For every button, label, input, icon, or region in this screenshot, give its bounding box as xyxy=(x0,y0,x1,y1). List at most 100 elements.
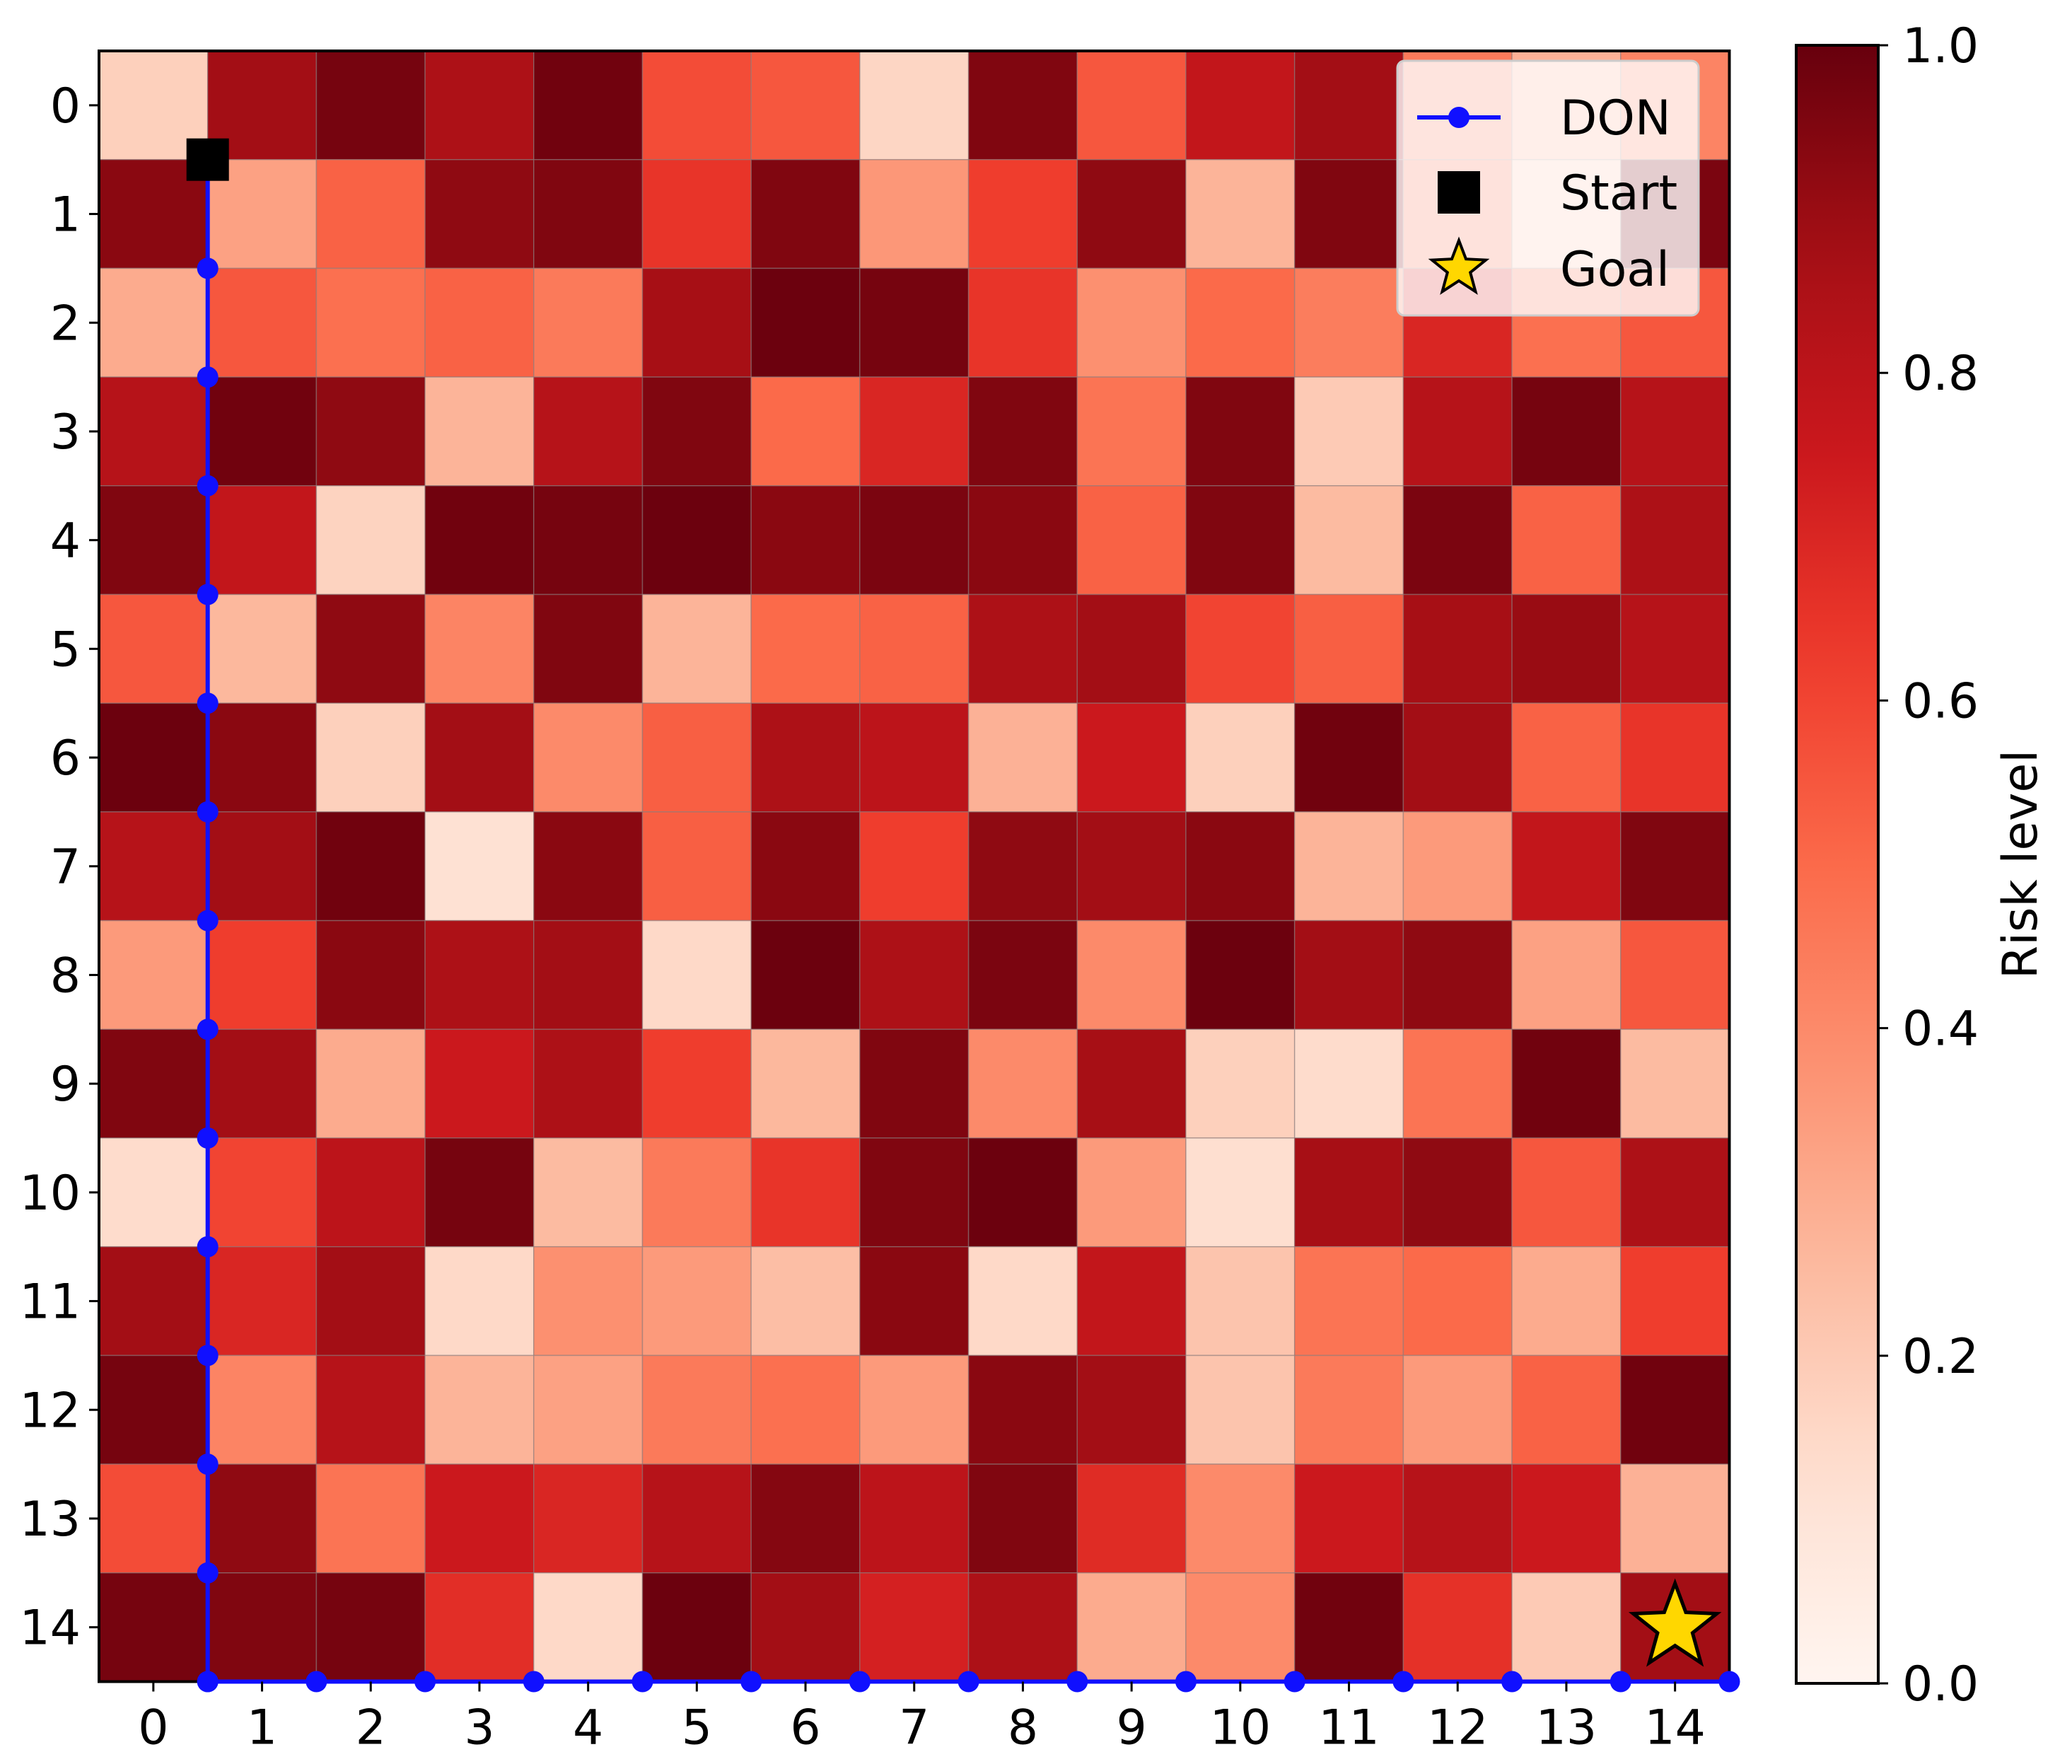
heatmap-cell xyxy=(1402,1354,1513,1465)
x-tick-label: 12 xyxy=(1427,1700,1489,1756)
heatmap-cell xyxy=(641,1137,752,1248)
don-path-point xyxy=(1175,1671,1197,1693)
heatmap-cell xyxy=(1076,485,1187,596)
heatmap-cell xyxy=(1185,1028,1296,1139)
heatmap-cell xyxy=(1293,1572,1404,1683)
heatmap-cell xyxy=(1293,1246,1404,1357)
heatmap-cell xyxy=(315,1572,426,1683)
don-path-point xyxy=(197,1345,219,1366)
heatmap-cell xyxy=(1185,1137,1296,1248)
heatmap-cell xyxy=(1293,702,1404,813)
legend-start-marker xyxy=(1438,171,1480,214)
heatmap-cell xyxy=(750,702,861,813)
heatmap-cell xyxy=(1076,593,1187,704)
heatmap-cell xyxy=(533,1137,644,1248)
heatmap-cell xyxy=(206,376,318,487)
don-path-point xyxy=(958,1671,979,1693)
heatmap-cell xyxy=(315,158,426,269)
y-tick-label: 14 xyxy=(19,1601,81,1656)
x-tick-label: 10 xyxy=(1210,1700,1271,1756)
heatmap-cell xyxy=(206,593,318,704)
heatmap-cell xyxy=(1185,267,1296,378)
heatmap-cell xyxy=(206,811,318,922)
don-path-point xyxy=(197,584,219,605)
heatmap-cell xyxy=(1511,1137,1622,1248)
y-tick-label: 4 xyxy=(50,513,81,569)
heatmap-cell xyxy=(206,485,318,596)
heatmap-cell xyxy=(1076,267,1187,378)
heatmap-cell xyxy=(315,1354,426,1465)
don-path-point xyxy=(1284,1671,1305,1693)
heatmap-cell xyxy=(1185,158,1296,269)
don-path-point xyxy=(197,910,219,932)
heatmap-cell xyxy=(1076,1463,1187,1574)
y-tick-label: 10 xyxy=(19,1166,81,1222)
heatmap-cell xyxy=(1511,1572,1622,1683)
heatmap-cell xyxy=(1620,593,1730,704)
heatmap-cell xyxy=(1620,485,1730,596)
heatmap-cell xyxy=(750,919,861,1031)
heatmap-cell xyxy=(98,1246,209,1357)
heatmap-cell xyxy=(315,811,426,922)
heatmap-cell xyxy=(98,1463,209,1574)
heatmap-cell xyxy=(967,702,1078,813)
heatmap-cell xyxy=(424,1137,535,1248)
heatmap-cell xyxy=(533,811,644,922)
heatmap-cell xyxy=(1293,267,1404,378)
don-path-point xyxy=(1392,1671,1414,1693)
colorbar-tick-label: 0.4 xyxy=(1902,1002,1979,1057)
heatmap-cell xyxy=(315,702,426,813)
heatmap-cell xyxy=(315,485,426,596)
heatmap-cell xyxy=(1620,1246,1730,1357)
legend: DON Start Goal xyxy=(1396,59,1700,317)
heatmap-cell xyxy=(206,267,318,378)
heatmap-cell xyxy=(967,1354,1078,1465)
heatmap-cell xyxy=(315,376,426,487)
heatmap-cell xyxy=(1402,593,1513,704)
heatmap-cell xyxy=(1620,1137,1730,1248)
heatmap-cell xyxy=(750,50,861,161)
heatmap-cell xyxy=(533,376,644,487)
heatmap-cell xyxy=(967,1028,1078,1139)
heatmap-cell xyxy=(424,1572,535,1683)
heatmap-cell xyxy=(641,158,752,269)
heatmap-cell xyxy=(98,919,209,1031)
colorbar-tick-label: 0.6 xyxy=(1902,673,1979,729)
heatmap-cell xyxy=(315,267,426,378)
x-tick-label: 3 xyxy=(464,1700,494,1756)
heatmap-cell xyxy=(533,267,644,378)
don-path-point xyxy=(197,1562,219,1584)
don-path-point xyxy=(740,1671,762,1693)
heatmap-cell xyxy=(859,1137,970,1248)
x-tick-label: 9 xyxy=(1117,1700,1147,1756)
heatmap-cell xyxy=(98,267,209,378)
heatmap-cell xyxy=(967,811,1078,922)
heatmap-cell xyxy=(1402,1246,1513,1357)
y-tick-label: 0 xyxy=(50,79,81,134)
heatmap-cell xyxy=(750,593,861,704)
heatmap-cell xyxy=(750,1028,861,1139)
heatmap-cell xyxy=(533,1028,644,1139)
heatmap-cell xyxy=(967,1463,1078,1574)
y-tick-label: 7 xyxy=(50,840,81,895)
don-path-point xyxy=(414,1671,436,1693)
heatmap-cell xyxy=(641,376,752,487)
y-tick-label: 9 xyxy=(50,1057,81,1113)
x-tick-label: 5 xyxy=(682,1700,712,1756)
heatmap-cell xyxy=(1076,1354,1187,1465)
legend-label: Goal xyxy=(1560,242,1670,298)
heatmap-cell xyxy=(750,1354,861,1465)
heatmap-cell xyxy=(315,593,426,704)
heatmap-cell xyxy=(1076,1572,1187,1683)
y-tick-label: 3 xyxy=(50,405,81,460)
don-path-point xyxy=(197,257,219,279)
heatmap-cell xyxy=(750,158,861,269)
legend-goal-star-icon xyxy=(1428,236,1490,295)
heatmap-cell xyxy=(1185,1572,1296,1683)
heatmap-cell xyxy=(641,1572,752,1683)
heatmap-cell xyxy=(859,702,970,813)
heatmap-cell xyxy=(1511,1354,1622,1465)
heatmap-cell xyxy=(424,1246,535,1357)
heatmap-cell xyxy=(750,1463,861,1574)
